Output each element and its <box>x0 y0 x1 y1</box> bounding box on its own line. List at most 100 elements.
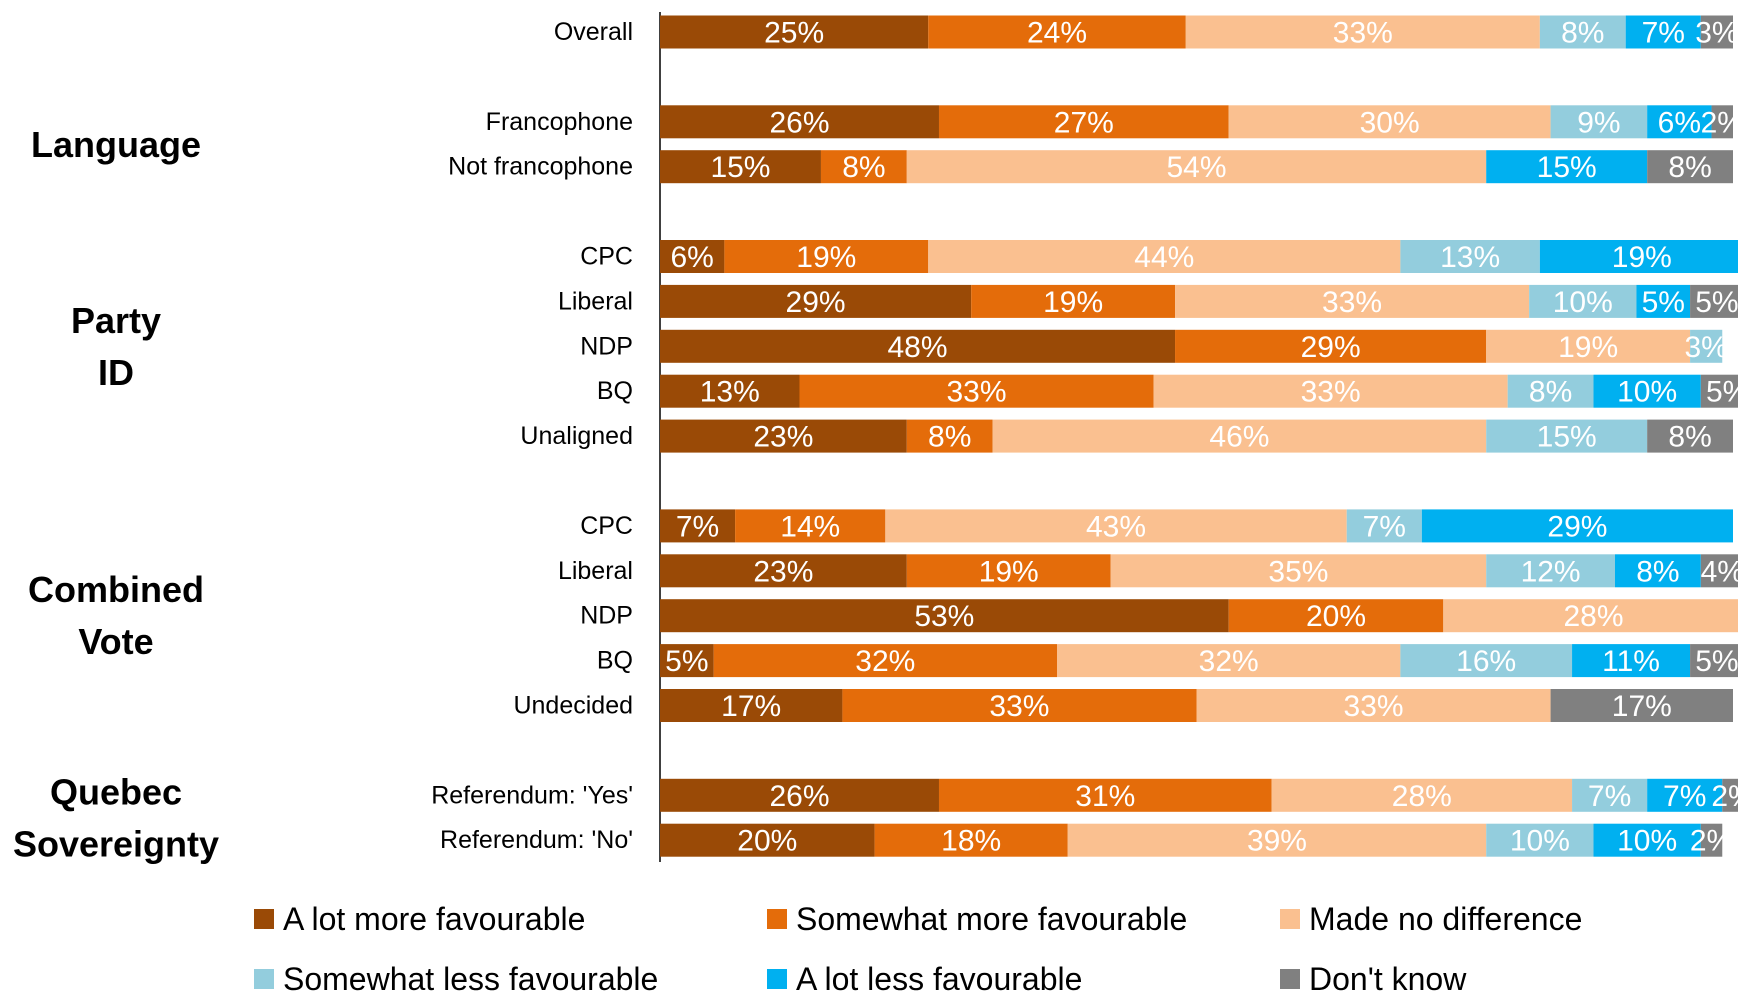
bar-segment-a-lot-more-favourable <box>660 644 714 678</box>
data-label-made-no-difference: 46% <box>1209 421 1269 454</box>
data-label-don-t-know: 2% <box>1701 106 1738 139</box>
bar-segment-a-lot-less-favourable <box>1539 240 1738 273</box>
bar-segment-made-no-difference <box>1175 284 1530 318</box>
bar-segment-somewhat-less-favourable <box>1486 823 1594 857</box>
bar-segment-a-lot-more-favourable <box>660 554 907 588</box>
bar-row-party-id-cpc: 6% 19% 44% 13% 19% <box>660 240 1738 274</box>
bar-segment-somewhat-less-favourable <box>1346 509 1422 543</box>
data-label-somewhat-less-favourable: 7% <box>1588 780 1631 813</box>
data-label-don-t-know: 2% <box>1711 780 1738 813</box>
bar-segment-somewhat-more-favourable <box>1175 329 1487 363</box>
data-label-made-no-difference: 19% <box>1558 331 1618 364</box>
bar-segment-somewhat-more-favourable <box>735 509 886 543</box>
bar-segment-don-t-know <box>1700 15 1733 49</box>
category-label-quebec-sovereignty-referendum-yes: Referendum: 'Yes' <box>431 781 633 809</box>
bar-segment-somewhat-more-favourable <box>938 778 1272 812</box>
bar-segment-made-no-difference <box>1067 823 1487 857</box>
bar-segment-a-lot-more-favourable <box>660 15 929 49</box>
data-label-somewhat-more-favourable: 27% <box>1054 106 1114 139</box>
bar-segment-a-lot-less-favourable <box>1593 374 1701 408</box>
bar-segment-made-no-difference <box>1185 15 1540 49</box>
category-label-combined-vote-undecided: Undecided <box>513 692 633 720</box>
bar-segment-a-lot-more-favourable <box>660 329 1176 363</box>
legend-item-a-lot-less-favourable: A lot less favourable <box>767 961 1082 996</box>
data-label-made-no-difference: 43% <box>1086 510 1146 543</box>
data-label-made-no-difference: 30% <box>1360 106 1420 139</box>
data-label-don-t-know: 5% <box>1706 376 1738 409</box>
bar-segment-made-no-difference <box>1110 554 1487 588</box>
data-label-a-lot-less-favourable: 7% <box>1663 780 1706 813</box>
data-label-somewhat-more-favourable: 31% <box>1075 780 1135 813</box>
bar-segment-somewhat-less-favourable <box>1400 644 1573 678</box>
data-label-a-lot-more-favourable: 6% <box>671 241 714 274</box>
bar-segment-somewhat-less-favourable <box>1529 284 1637 318</box>
bar-segment-don-t-know <box>1550 689 1733 722</box>
data-label-made-no-difference: 28% <box>1563 600 1623 633</box>
bar-row-quebec-sovereignty-referendum-yes: 26%31%28%7%7%2% <box>660 778 1738 813</box>
data-label-made-no-difference: 39% <box>1247 825 1307 858</box>
data-label-made-no-difference: 33% <box>1333 17 1393 50</box>
legend-swatch <box>254 969 274 989</box>
data-label-a-lot-more-favourable: 20% <box>737 825 797 858</box>
legend-swatch <box>767 909 787 929</box>
bar-segment-made-no-difference <box>1271 778 1573 812</box>
bar-row-party-id-liberal: 29% 19% 33% 10% 5% 5% <box>660 284 1738 319</box>
data-label-somewhat-less-favourable: 12% <box>1521 555 1581 588</box>
bar-segment-somewhat-more-favourable <box>1228 599 1444 633</box>
data-label-somewhat-more-favourable: 8% <box>842 151 885 184</box>
data-label-somewhat-more-favourable: 18% <box>941 825 1001 858</box>
data-label-somewhat-less-favourable: 3% <box>1684 331 1727 364</box>
data-label-somewhat-more-favourable: 8% <box>928 421 971 454</box>
bar-segment-somewhat-more-favourable <box>971 284 1176 318</box>
data-label-a-lot-more-favourable: 13% <box>700 376 760 409</box>
bar-segment-made-no-difference <box>928 240 1401 273</box>
data-label-don-t-know: 4% <box>1701 555 1738 588</box>
data-label-a-lot-more-favourable: 5% <box>665 645 708 678</box>
category-label-combined-vote-cpc: CPC <box>580 512 633 540</box>
legend-item-don-t-know: Don't know <box>1280 961 1467 996</box>
category-label-party-id-cpc: CPC <box>580 243 633 271</box>
legend-item-made-no-difference: Made no difference <box>1280 901 1582 937</box>
data-label-a-lot-more-favourable: 15% <box>710 151 770 184</box>
data-label-somewhat-less-favourable: 13% <box>1440 241 1500 274</box>
bar-segment-somewhat-more-favourable <box>906 554 1111 588</box>
bar-segment-somewhat-more-favourable <box>842 689 1197 722</box>
data-label-somewhat-less-favourable: 16% <box>1456 645 1516 678</box>
bar-row-language-francophone: 26% 27% 30% 9% 6%2% <box>660 105 1738 139</box>
data-label-made-no-difference: 28% <box>1392 780 1452 813</box>
bar-segment-a-lot-less-favourable <box>1486 150 1648 184</box>
bar-segment-a-lot-less-favourable <box>1572 644 1691 678</box>
bar-row-combined-vote-liberal: 23% 19% 35% 12% 8% 4% <box>660 554 1738 588</box>
bar-segment-a-lot-less-favourable <box>1647 778 1723 812</box>
data-label-a-lot-more-favourable: 26% <box>769 106 829 139</box>
data-label-made-no-difference: 33% <box>1344 690 1404 723</box>
bar-segment-a-lot-more-favourable <box>660 150 821 184</box>
data-label-somewhat-more-favourable: 19% <box>979 555 1039 588</box>
data-label-somewhat-more-favourable: 19% <box>1043 286 1103 319</box>
bar-segment-made-no-difference <box>906 150 1487 184</box>
data-label-a-lot-less-favourable: 19% <box>1612 241 1672 274</box>
data-label-a-lot-more-favourable: 25% <box>764 17 824 50</box>
data-label-somewhat-less-favourable: 8% <box>1561 17 1604 50</box>
bar-row-all-overall: 25% 24% 33% 8% 7% 3% <box>660 15 1738 50</box>
data-label-a-lot-more-favourable: 23% <box>753 555 813 588</box>
data-label-somewhat-more-favourable: 20% <box>1306 600 1366 633</box>
bar-segment-a-lot-less-favourable <box>1614 554 1701 588</box>
data-label-somewhat-less-favourable: 10% <box>1553 286 1613 319</box>
legend-label: Somewhat less favourable <box>283 961 658 996</box>
bar-row-combined-vote-cpc: 7% 14% 43% 7% 29% <box>660 509 1733 543</box>
bar-segment-don-t-know <box>1700 554 1738 588</box>
legend-swatch <box>1280 909 1300 929</box>
bar-segment-a-lot-less-favourable <box>1625 15 1701 49</box>
bar-segment-a-lot-less-favourable <box>1636 284 1691 318</box>
bar-segment-somewhat-more-favourable <box>820 150 907 184</box>
legend-label: Don't know <box>1309 961 1467 996</box>
bar-segment-made-no-difference <box>1057 644 1401 678</box>
bar-segment-a-lot-more-favourable <box>660 599 1229 633</box>
data-label-a-lot-less-favourable: 11% <box>1602 645 1660 678</box>
bar-segment-somewhat-less-favourable <box>1400 240 1540 273</box>
category-label-language-not-francophone: Not francophone <box>448 153 633 181</box>
bar-row-language-not-francophone: 15% 8% 54% 15% 8% <box>660 150 1733 184</box>
bar-segment-a-lot-more-favourable <box>660 823 875 857</box>
